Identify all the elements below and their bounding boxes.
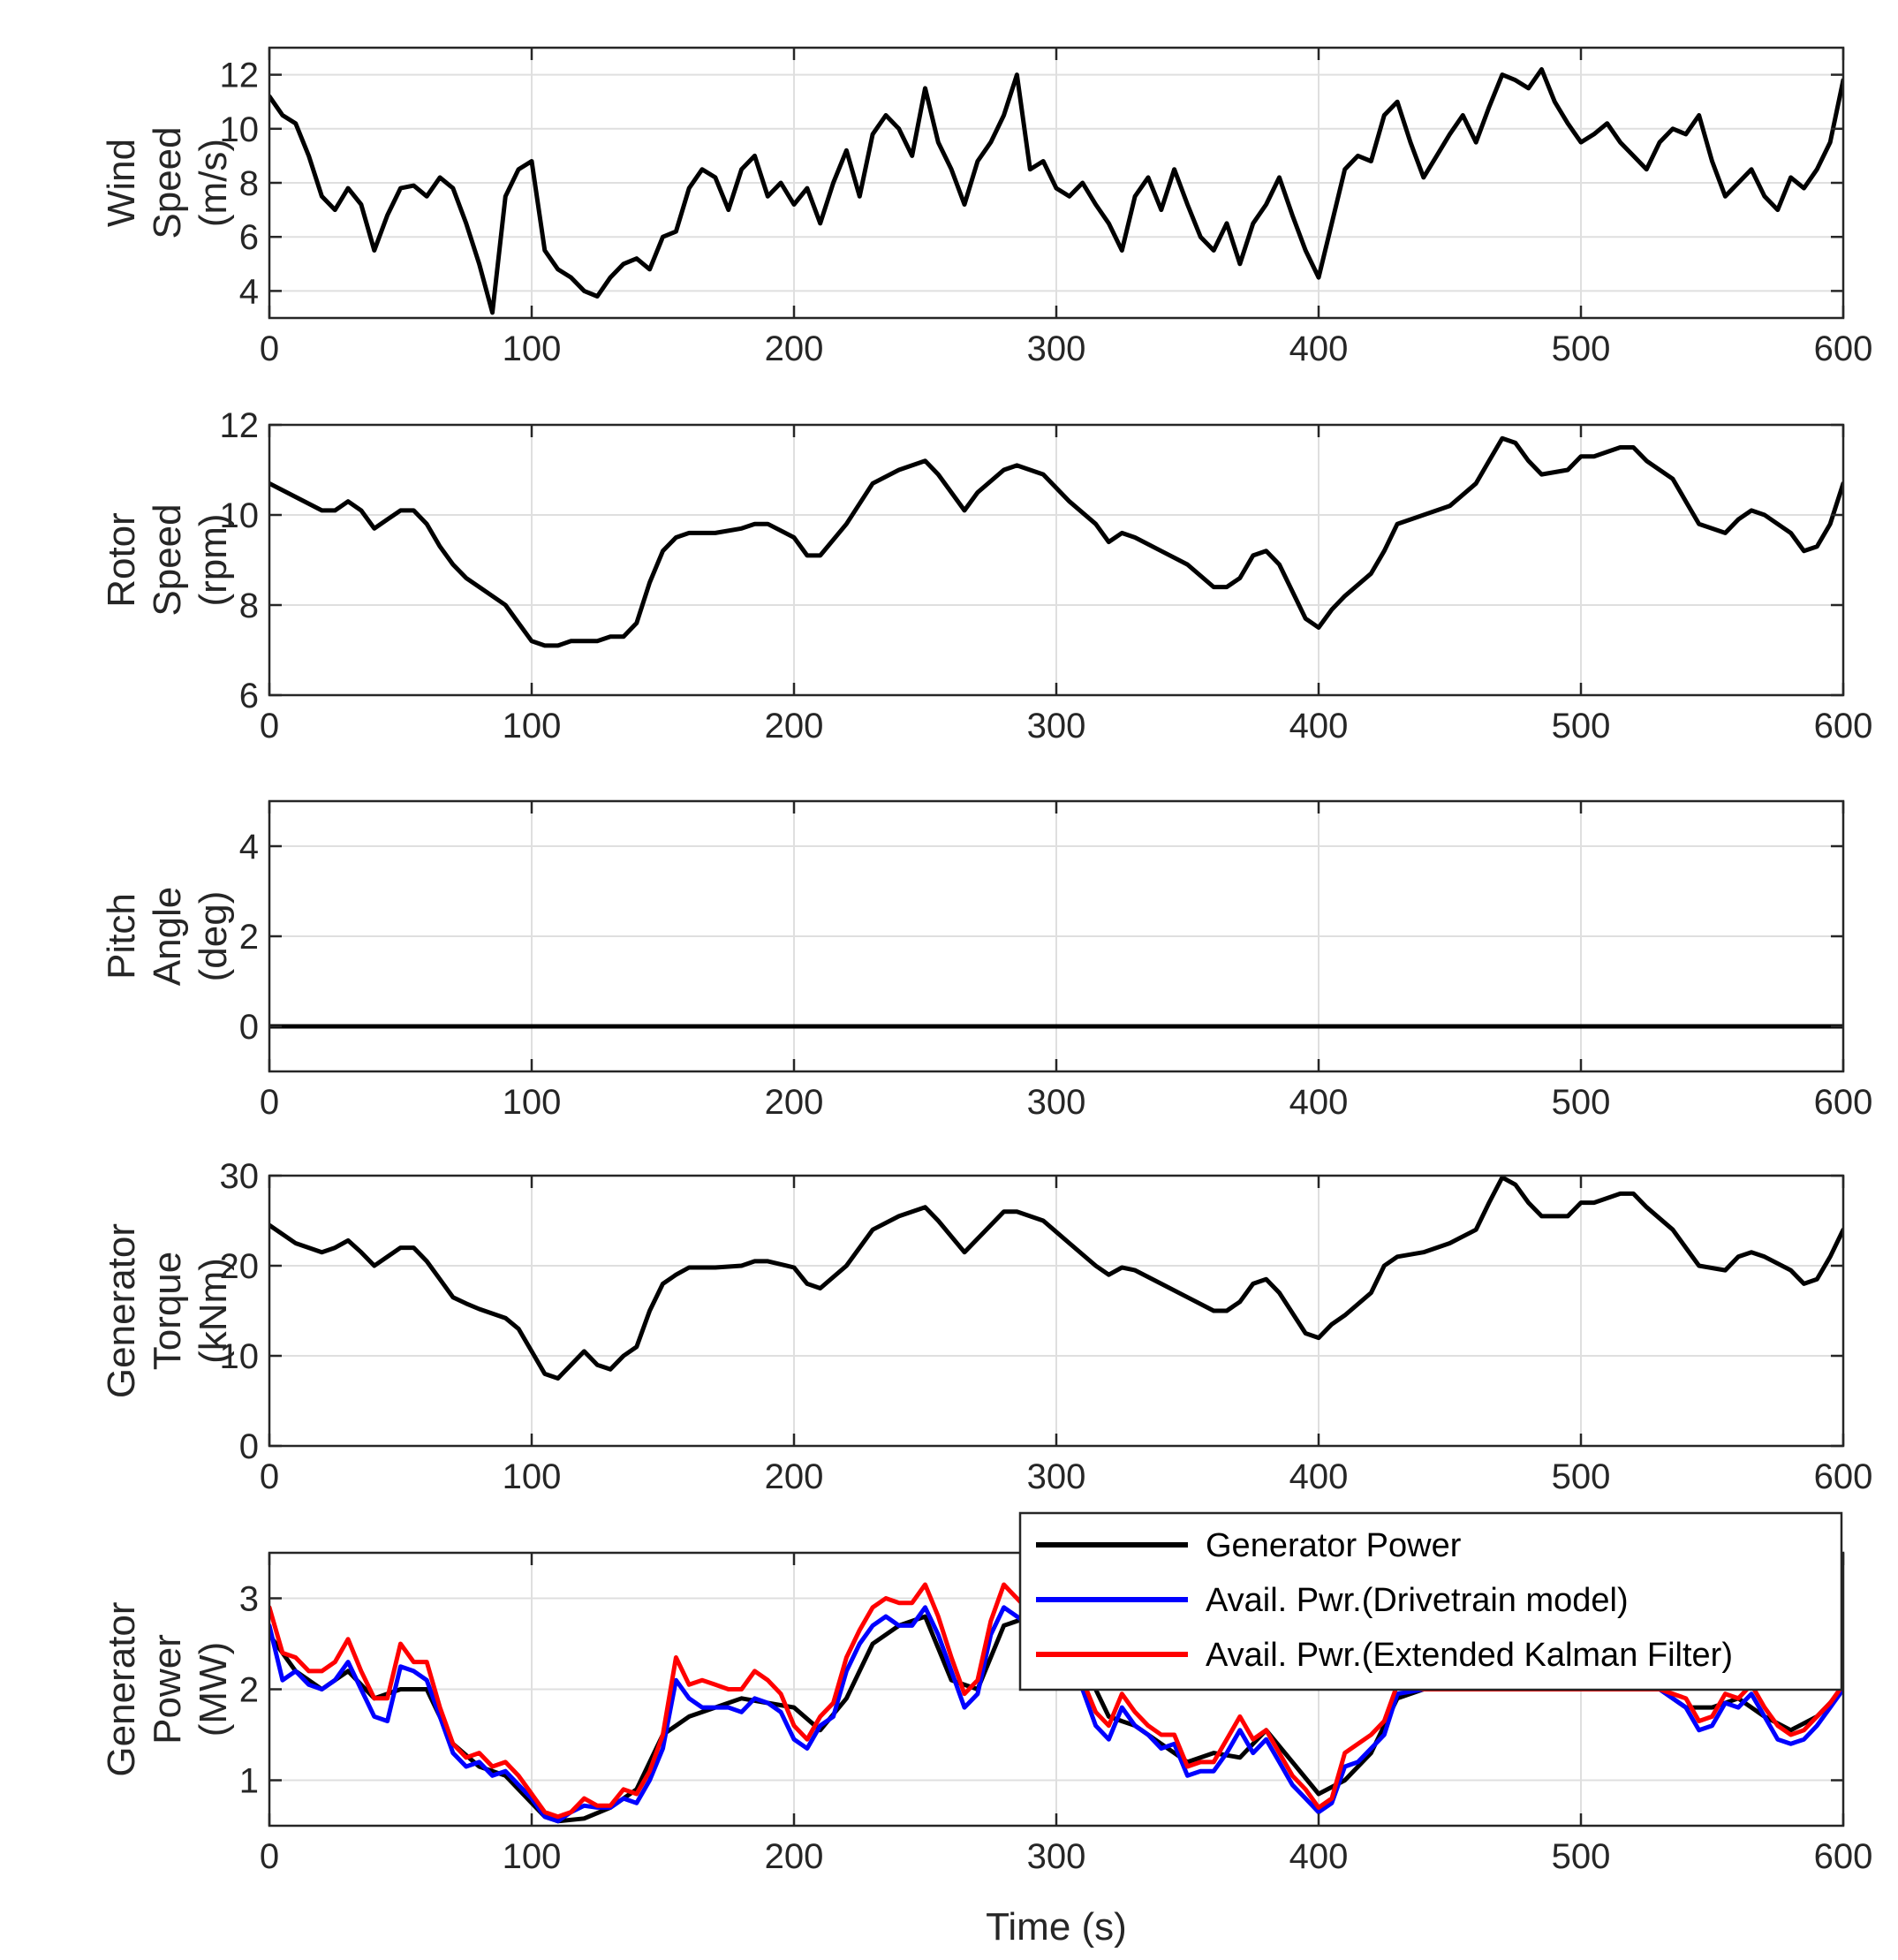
x-tick-label: 0 (260, 1083, 279, 1122)
subplot-2: 0 100 200 300 400 500 600 6 8 10 12 Rotor Speed (rpm) (100, 406, 1872, 745)
y-label-line: Speed (146, 503, 189, 616)
legend: Generator Power Avail. Pwr.(Drivetrain mo… (1018, 1511, 1843, 1691)
y-tick-label: 4 (239, 828, 259, 866)
y-tick-label: 4 (239, 272, 259, 311)
x-tick-label: 100 (503, 1837, 562, 1876)
x-tick-label: 200 (765, 1837, 824, 1876)
y-label-line: (deg) (192, 891, 235, 982)
legend-item: Avail. Pwr.(Drivetrain model) (1036, 1582, 1629, 1619)
y-label-line: Angle (146, 887, 189, 987)
y-label-line: (rpm) (192, 513, 235, 606)
x-tick-label: 400 (1289, 1457, 1349, 1496)
y-axis-label: Generator Torque (kNm) (100, 1223, 235, 1398)
y-tick-label: 0 (239, 1427, 259, 1466)
y-tick-label: 10 (220, 1337, 260, 1376)
y-tick-label: 10 (220, 496, 260, 535)
series-group (269, 1176, 1843, 1381)
x-tick-label: 200 (765, 329, 824, 368)
y-tick-label: 2 (239, 1671, 259, 1710)
y-tick-label: 8 (239, 586, 259, 625)
y-label-line: (m/s) (192, 139, 235, 227)
x-tick-label: 200 (765, 1457, 824, 1496)
y-label-line: (kNm) (192, 1258, 235, 1364)
y-tick-label: 12 (220, 406, 260, 445)
y-tick-label: 6 (239, 677, 259, 715)
series-line-1 (269, 1176, 1843, 1381)
y-axis-label: Pitch Angle (deg) (100, 887, 235, 987)
grid (268, 48, 1844, 318)
y-axis-label: Wind Speed (m/s) (100, 126, 235, 238)
x-tick-label: 500 (1552, 707, 1611, 745)
x-tick-label: 0 (260, 1837, 279, 1876)
subplot-4: 0 100 200 300 400 500 600 0 10 20 30 Generator Torqu… (100, 1157, 1872, 1496)
y-label-line: Generator (100, 1223, 143, 1398)
x-tick-label: 300 (1027, 1457, 1086, 1496)
y-tick-label: 0 (239, 1008, 259, 1047)
y-tick-label: 8 (239, 164, 259, 203)
y-label-line: Power (146, 1634, 189, 1744)
y-label-line: Rotor (100, 512, 143, 608)
x-tick-label: 500 (1552, 329, 1611, 368)
y-tick-label: 20 (220, 1247, 260, 1286)
y-tick-label: 30 (220, 1157, 260, 1196)
x-tick-label: 600 (1814, 1837, 1873, 1876)
y-axis-label: Rotor Speed (rpm) (100, 503, 235, 616)
x-axis-label: Time (s) (986, 1905, 1127, 1949)
x-tick-label: 200 (765, 1083, 824, 1122)
x-tick-label: 300 (1027, 1837, 1086, 1876)
x-tick-label: 0 (260, 329, 279, 368)
x-tick-label: 100 (503, 329, 562, 368)
x-tick-label: 300 (1027, 329, 1086, 368)
subplot-1: 0 100 200 300 400 500 600 4 6 8 10 12 Wind Speed (m/s) (100, 46, 1873, 368)
x-tick-label: 600 (1814, 329, 1873, 368)
y-label-line: Pitch (100, 893, 143, 980)
x-tick-label: 500 (1552, 1083, 1611, 1122)
x-tick-label: 400 (1289, 1837, 1349, 1876)
x-tick-label: 200 (765, 707, 824, 745)
y-label-line: (MW) (192, 1642, 235, 1737)
legend-item: Avail. Pwr.(Extended Kalman Filter) (1036, 1637, 1733, 1674)
x-tick-label: 500 (1552, 1457, 1611, 1496)
x-tick-label: 400 (1289, 707, 1349, 745)
y-axis-label: Generator Power (MW) (100, 1601, 235, 1776)
series-group (269, 435, 1843, 648)
x-tick-label: 300 (1027, 1083, 1086, 1122)
x-tick-label: 400 (1289, 329, 1349, 368)
series-line-1 (269, 435, 1843, 648)
y-label-line: Wind (100, 139, 143, 227)
x-tick-label: 300 (1027, 707, 1086, 745)
y-tick-label: 6 (239, 218, 259, 257)
x-tick-label: 0 (260, 1457, 279, 1496)
x-tick-label: 600 (1814, 707, 1873, 745)
legend-label: Avail. Pwr.(Drivetrain model) (1206, 1582, 1629, 1619)
y-tick-label: 10 (220, 110, 260, 149)
series-line-1 (269, 67, 1843, 315)
legend-label: Generator Power (1206, 1527, 1462, 1564)
x-tick-label: 100 (503, 1457, 562, 1496)
y-tick-label: 1 (239, 1762, 259, 1801)
x-tick-label: 0 (260, 707, 279, 745)
x-tick-label: 500 (1552, 1837, 1611, 1876)
y-label-line: Torque (146, 1252, 189, 1371)
x-tick-label: 100 (503, 707, 562, 745)
y-tick-label: 12 (220, 57, 260, 95)
y-tick-label: 2 (239, 918, 259, 957)
x-tick-label: 100 (503, 1083, 562, 1122)
x-tick-label: 400 (1289, 1083, 1349, 1122)
series-group (269, 67, 1843, 315)
y-tick-label: 3 (239, 1580, 259, 1619)
x-tick-label: 600 (1814, 1457, 1873, 1496)
y-label-line: Generator (100, 1601, 143, 1776)
legend-item: Generator Power (1036, 1527, 1462, 1564)
legend-label: Avail. Pwr.(Extended Kalman Filter) (1206, 1637, 1733, 1674)
y-label-line: Speed (146, 126, 189, 238)
x-tick-label: 600 (1814, 1083, 1873, 1122)
